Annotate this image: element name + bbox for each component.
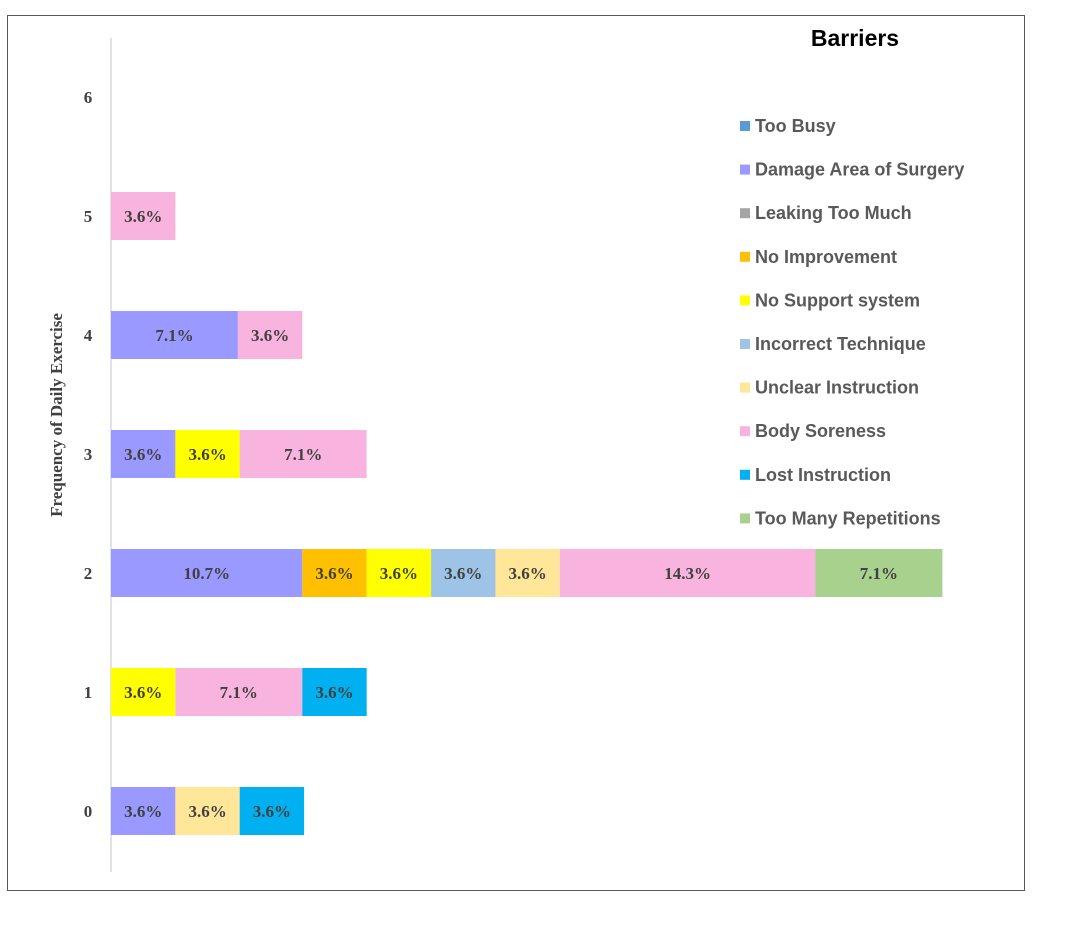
legend-label-9: Too Many Repetitions — [755, 508, 941, 528]
legend-swatch-4 — [740, 295, 750, 306]
legend-swatch-0 — [740, 121, 750, 131]
legend-swatch-3 — [740, 251, 750, 262]
legend-swatch-5 — [740, 339, 750, 349]
bar-segment-row0-s6 — [175, 787, 240, 835]
legend-swatch-7 — [740, 426, 750, 437]
data-label-row3-s7: 7.1% — [284, 445, 322, 464]
data-label-row0-s6: 3.6% — [188, 802, 226, 821]
legend-swatch-6 — [740, 382, 750, 393]
data-label-row2-s3: 3.6% — [315, 564, 353, 583]
data-label-row1-s7: 7.1% — [220, 683, 258, 702]
legend-label-8: Lost Instruction — [755, 465, 891, 485]
data-label-row3-s4: 3.6% — [188, 445, 226, 464]
legend-swatch-8 — [740, 469, 750, 480]
legend-label-7: Body Soreness — [755, 421, 886, 441]
data-label-row4-s7: 3.6% — [251, 326, 289, 345]
y-tick-label-2: 2 — [84, 564, 93, 583]
legend-swatch-2 — [740, 208, 750, 219]
bar-segment-row0-s1 — [111, 787, 176, 835]
bar-segment-row1-s8 — [302, 668, 367, 716]
data-label-row5-s7: 3.6% — [124, 207, 162, 226]
data-label-row4-s1: 7.1% — [155, 326, 193, 345]
legend-swatch-1 — [740, 164, 750, 175]
bar-segment-row5-s7 — [111, 192, 176, 240]
data-label-row0-s8: 3.6% — [253, 802, 291, 821]
legend-swatch-9 — [740, 513, 750, 524]
y-tick-label-5: 5 — [84, 207, 93, 226]
data-label-row2-s9: 7.1% — [860, 564, 898, 583]
bar-segment-row2-s4 — [366, 549, 432, 597]
y-axis-label: Frequency of Daily Exercise — [47, 313, 66, 517]
legend-label-6: Unclear Instruction — [755, 378, 919, 398]
data-label-row2-s5: 3.6% — [444, 564, 482, 583]
y-tick-label-4: 4 — [84, 326, 93, 345]
bar-segment-row3-s7 — [239, 430, 367, 478]
legend-label-1: Damage Area of Surgery — [755, 160, 964, 180]
y-tick-label-1: 1 — [84, 683, 93, 702]
data-label-row1-s8: 3.6% — [315, 683, 353, 702]
data-label-row2-s4: 3.6% — [380, 564, 418, 583]
bar-segment-row1-s4 — [111, 668, 176, 716]
bar-segment-row2-s5 — [431, 549, 496, 597]
legend-label-3: No Improvement — [755, 247, 897, 267]
legend-label-5: Incorrect Technique — [755, 334, 926, 354]
data-label-row2-s6: 3.6% — [508, 564, 546, 583]
bar-segment-row0-s8 — [239, 787, 305, 835]
legend-label-4: No Support system — [755, 290, 920, 310]
bar-segment-row3-s1 — [111, 430, 176, 478]
y-tick-label-6: 6 — [84, 88, 93, 107]
data-label-row2-s1: 10.7% — [183, 564, 230, 583]
legend-label-0: Too Busy — [755, 116, 836, 136]
bar-segment-row1-s7 — [175, 668, 303, 716]
bar-segment-row2-s7 — [559, 549, 816, 597]
bar-segment-row2-s1 — [111, 549, 303, 597]
data-label-row0-s1: 3.6% — [124, 802, 162, 821]
bar-segment-row2-s9 — [815, 549, 943, 597]
bar-segment-row4-s1 — [111, 311, 238, 359]
bar-segment-row2-s6 — [495, 549, 560, 597]
y-tick-label-0: 0 — [84, 802, 93, 821]
y-tick-label-3: 3 — [84, 445, 93, 464]
data-label-row3-s1: 3.6% — [124, 445, 162, 464]
data-label-row2-s7: 14.3% — [664, 564, 711, 583]
legend-label-2: Leaking Too Much — [755, 203, 912, 223]
bar-segment-row3-s4 — [175, 430, 240, 478]
chart-title: Barriers — [811, 25, 899, 51]
data-label-row1-s4: 3.6% — [124, 683, 162, 702]
bar-segment-row2-s3 — [302, 549, 367, 597]
bar-segment-row4-s7 — [237, 311, 303, 359]
